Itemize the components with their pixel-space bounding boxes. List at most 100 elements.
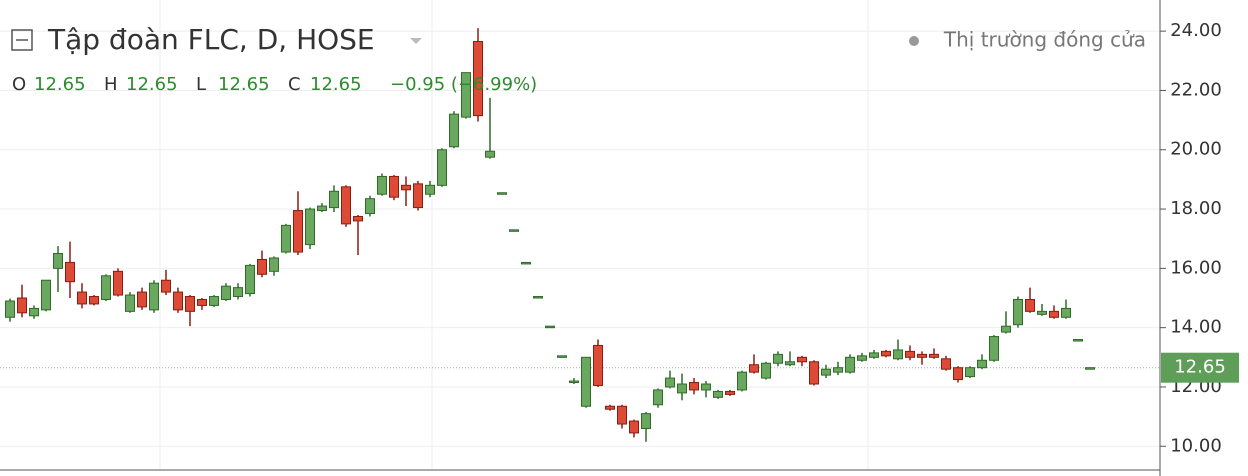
candle-body (1049, 310, 1059, 318)
candle-body (5, 300, 15, 318)
candle-body (197, 298, 207, 306)
candle-body (557, 355, 567, 358)
candle-body (1001, 325, 1011, 333)
market-status: Thị trường đóng cửa (943, 28, 1146, 52)
y-tick-label: 14.00 (1170, 317, 1222, 338)
vertical-grid (159, 0, 869, 470)
collapse-icon[interactable] (11, 29, 33, 51)
candle-body (341, 186, 351, 225)
candle-body (665, 377, 675, 388)
y-axis: 10.0012.0014.0016.0018.0020.0022.0024.00… (1160, 20, 1239, 456)
y-tick-label: 10.00 (1170, 435, 1222, 456)
candle-body (917, 353, 927, 358)
candle-body (761, 362, 771, 379)
candle-body (653, 389, 663, 406)
candle-body (893, 349, 903, 360)
candle-body (425, 184, 435, 195)
candle-body (113, 270, 123, 296)
legend-value: 12.65 (218, 74, 270, 95)
candle-body (629, 420, 639, 434)
candle-body (281, 224, 291, 253)
candle-body (977, 359, 987, 369)
candle-body (569, 380, 579, 384)
candle-body (581, 356, 591, 407)
candle-body (857, 355, 867, 361)
candle-body (929, 353, 939, 358)
candle-body (41, 279, 51, 311)
y-tick-label: 18.00 (1170, 198, 1222, 219)
candle-body (833, 367, 843, 373)
legend-key: C (288, 74, 301, 95)
candle-body (1013, 298, 1023, 326)
y-tick-label: 22.00 (1170, 79, 1222, 100)
candle-body (185, 296, 195, 312)
candle-body (1073, 339, 1083, 342)
candle-body (701, 383, 711, 391)
candle-body (965, 367, 975, 378)
candle-body (593, 344, 603, 386)
candle-body (377, 175, 387, 195)
candle-body (869, 352, 879, 358)
candle-body (17, 297, 27, 314)
candle-body (29, 307, 39, 317)
candle-body (713, 390, 723, 398)
candle-body (881, 350, 891, 357)
candle-body (401, 184, 411, 191)
y-tick-label: 20.00 (1170, 139, 1222, 160)
legend-key: O (12, 74, 26, 95)
candle-body (785, 361, 795, 366)
dropdown-icon[interactable] (410, 38, 422, 44)
candle-body (437, 149, 447, 186)
candle-body (509, 229, 519, 232)
legend-value: 12.65 (310, 74, 362, 95)
candle-body (233, 287, 243, 298)
candle-body (137, 291, 147, 308)
ohlc-legend: O 12.65 H 12.65 L 12.65 C 12.65 −0.95 (−6.99%) (12, 74, 537, 95)
candle-body (77, 291, 87, 305)
candle-body (941, 358, 951, 370)
candle-body (209, 296, 219, 306)
candle-body (317, 205, 327, 212)
last-price-label: 12.65 (1174, 357, 1226, 378)
status-dot (909, 36, 919, 46)
candle-body (221, 285, 231, 300)
legend-value: 12.65 (126, 74, 178, 95)
candle-body (1037, 310, 1047, 315)
candle-body (1025, 298, 1035, 312)
candle-body (245, 264, 255, 295)
chart-title: Tập đoàn FLC, D, HOSE (47, 23, 375, 56)
candle-body (449, 113, 459, 148)
candle-body (353, 215, 363, 222)
y-tick-label: 24.00 (1170, 20, 1222, 41)
candle-body (173, 291, 183, 311)
y-tick-label: 16.00 (1170, 257, 1222, 278)
candle-body (365, 198, 375, 215)
candle-body (641, 413, 651, 429)
candle-body (725, 390, 735, 395)
candle-body (905, 350, 915, 358)
candle-body (125, 294, 135, 312)
candle-body (89, 296, 99, 305)
legend-key: L (196, 74, 206, 95)
grid (0, 30, 1160, 447)
candle-body (677, 383, 687, 394)
candle-body (269, 257, 279, 272)
candle-body (521, 261, 531, 265)
candle-body (497, 192, 507, 195)
candle-body (617, 405, 627, 425)
last-price-box (1161, 352, 1239, 383)
candle-body (149, 282, 159, 311)
candle-body (1061, 307, 1071, 318)
candle-body (305, 208, 315, 246)
candle-body (413, 183, 423, 209)
candle-body (53, 253, 63, 269)
candle-body (293, 210, 303, 253)
candle-body (737, 371, 747, 391)
candle-body (533, 296, 543, 299)
candle-body (797, 356, 807, 363)
candle-body (773, 353, 783, 364)
candle-body (809, 361, 819, 385)
candle-body (101, 275, 111, 300)
